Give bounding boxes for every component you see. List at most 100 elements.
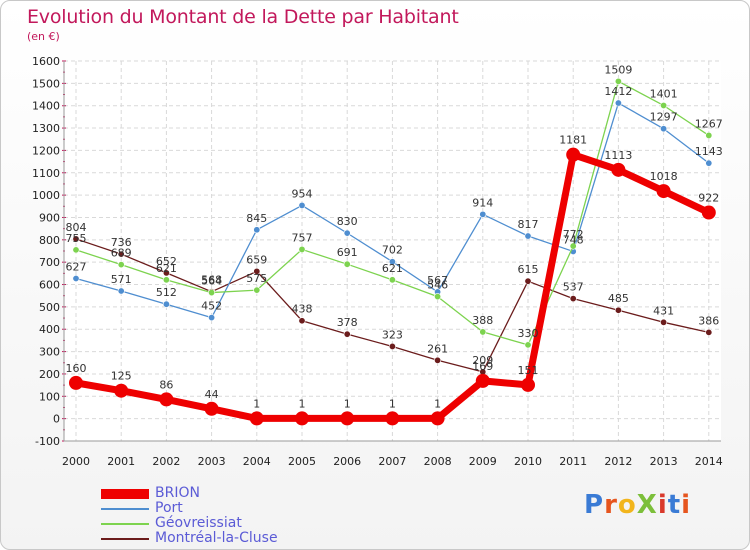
data-label-brion: 1018 xyxy=(650,170,678,183)
legend-item-port: Port xyxy=(101,501,278,516)
data-label-montreal-la-cluse: 568 xyxy=(201,274,222,287)
x-tick-label: 2007 xyxy=(378,455,406,468)
data-point-montreal-la-cluse xyxy=(705,328,713,336)
data-point-brion xyxy=(611,162,626,177)
data-label-port: 1143 xyxy=(695,145,723,158)
data-label-geovreissiat: 1509 xyxy=(604,63,632,76)
data-point-brion xyxy=(295,411,309,426)
chart-legend: BRION Port Géovreissiat Montréal-la-Cluse xyxy=(101,486,278,546)
data-label-geovreissiat: 755 xyxy=(66,232,87,245)
y-tick-label: 300 xyxy=(39,346,60,359)
data-label-geovreissiat: 575 xyxy=(246,272,267,285)
data-label-port: 1412 xyxy=(604,85,632,98)
data-point-montreal-la-cluse xyxy=(298,317,306,325)
data-label-geovreissiat: 689 xyxy=(111,247,132,260)
data-point-brion xyxy=(249,411,264,426)
data-label-brion: 160 xyxy=(66,362,87,375)
legend-swatch-port xyxy=(101,507,149,510)
data-label-montreal-la-cluse: 261 xyxy=(427,342,448,355)
data-label-port: 817 xyxy=(518,218,539,231)
data-point-port xyxy=(343,229,351,237)
data-label-brion: 86 xyxy=(159,378,173,391)
data-point-geovreissiat xyxy=(660,101,668,109)
data-label-geovreissiat: 1267 xyxy=(695,117,723,130)
x-tick-label: 2005 xyxy=(288,455,316,468)
data-point-port xyxy=(479,210,487,218)
data-label-brion: 1 xyxy=(299,397,306,410)
data-label-brion: 1 xyxy=(389,397,396,410)
data-label-brion: 1 xyxy=(344,397,351,410)
data-label-montreal-la-cluse: 378 xyxy=(337,316,358,329)
data-point-geovreissiat xyxy=(614,77,622,85)
legend-label-brion: BRION xyxy=(155,485,200,501)
data-label-montreal-la-cluse: 386 xyxy=(698,314,719,327)
data-label-port: 702 xyxy=(382,244,403,257)
data-point-brion xyxy=(701,205,716,220)
data-point-montreal-la-cluse xyxy=(253,267,261,275)
data-point-brion xyxy=(114,383,129,398)
x-tick-label: 2008 xyxy=(424,455,452,468)
data-point-brion xyxy=(204,401,219,416)
data-label-port: 452 xyxy=(201,300,222,313)
logo-letter: o xyxy=(617,490,637,520)
legend-label-montreal-la-cluse: Montréal-la-Cluse xyxy=(155,530,278,546)
x-tick-label: 2010 xyxy=(514,455,542,468)
x-tick-label: 2001 xyxy=(107,455,135,468)
data-label-brion: 125 xyxy=(111,370,132,383)
data-point-brion xyxy=(340,411,355,426)
data-label-geovreissiat: 691 xyxy=(337,246,358,259)
data-point-brion xyxy=(521,377,535,392)
y-tick-label: 1400 xyxy=(32,100,60,113)
data-point-port xyxy=(660,125,668,133)
data-point-geovreissiat xyxy=(434,293,442,301)
data-label-port: 567 xyxy=(427,274,448,287)
data-label-brion: 1 xyxy=(253,397,260,410)
data-label-brion: 1113 xyxy=(604,149,632,162)
data-point-montreal-la-cluse xyxy=(614,306,622,314)
data-point-montreal-la-cluse xyxy=(343,330,351,338)
data-label-port: 748 xyxy=(563,233,584,246)
x-tick-label: 2003 xyxy=(198,455,226,468)
data-point-montreal-la-cluse xyxy=(660,318,668,326)
data-label-port: 1297 xyxy=(650,111,678,124)
legend-label-geovreissiat: Géovreissiat xyxy=(155,515,242,531)
data-label-brion: 1 xyxy=(434,397,441,410)
data-label-geovreissiat: 757 xyxy=(292,231,313,244)
legend-swatch-montreal-la-cluse xyxy=(101,537,149,540)
data-point-brion xyxy=(656,184,671,199)
data-label-montreal-la-cluse: 652 xyxy=(156,255,177,268)
data-label-geovreissiat: 546 xyxy=(427,279,448,292)
data-label-geovreissiat: 330 xyxy=(518,327,539,340)
data-label-port: 830 xyxy=(337,215,358,228)
data-label-montreal-la-cluse: 615 xyxy=(518,263,539,276)
data-point-geovreissiat xyxy=(72,246,80,254)
x-tick-label: 2014 xyxy=(695,455,723,468)
y-tick-label: 400 xyxy=(39,323,60,336)
data-label-geovreissiat: 621 xyxy=(156,262,177,275)
chart-unit-label: (en €) xyxy=(27,30,60,43)
y-tick-label: 900 xyxy=(39,211,60,224)
data-point-brion xyxy=(159,392,174,407)
data-point-port xyxy=(208,314,216,322)
data-label-montreal-la-cluse: 209 xyxy=(472,354,493,367)
y-tick-label: -100 xyxy=(35,435,60,448)
data-label-montreal-la-cluse: 537 xyxy=(563,281,584,294)
logo-letter: r xyxy=(604,490,618,520)
data-point-brion xyxy=(430,411,445,426)
data-point-geovreissiat xyxy=(343,260,351,268)
y-tick-label: 1300 xyxy=(32,122,60,135)
data-label-port: 627 xyxy=(66,260,87,273)
data-label-montreal-la-cluse: 431 xyxy=(653,304,674,317)
data-point-montreal-la-cluse xyxy=(72,235,80,243)
x-tick-label: 2013 xyxy=(650,455,678,468)
data-point-port xyxy=(388,258,396,266)
x-tick-label: 2011 xyxy=(559,455,587,468)
data-label-geovreissiat: 564 xyxy=(201,275,222,288)
y-tick-label: 1200 xyxy=(32,144,60,157)
data-point-brion xyxy=(475,373,490,388)
data-label-brion: 151 xyxy=(518,364,539,377)
x-tick-label: 2000 xyxy=(62,455,90,468)
data-point-geovreissiat xyxy=(524,341,532,349)
data-point-geovreissiat xyxy=(162,276,170,284)
